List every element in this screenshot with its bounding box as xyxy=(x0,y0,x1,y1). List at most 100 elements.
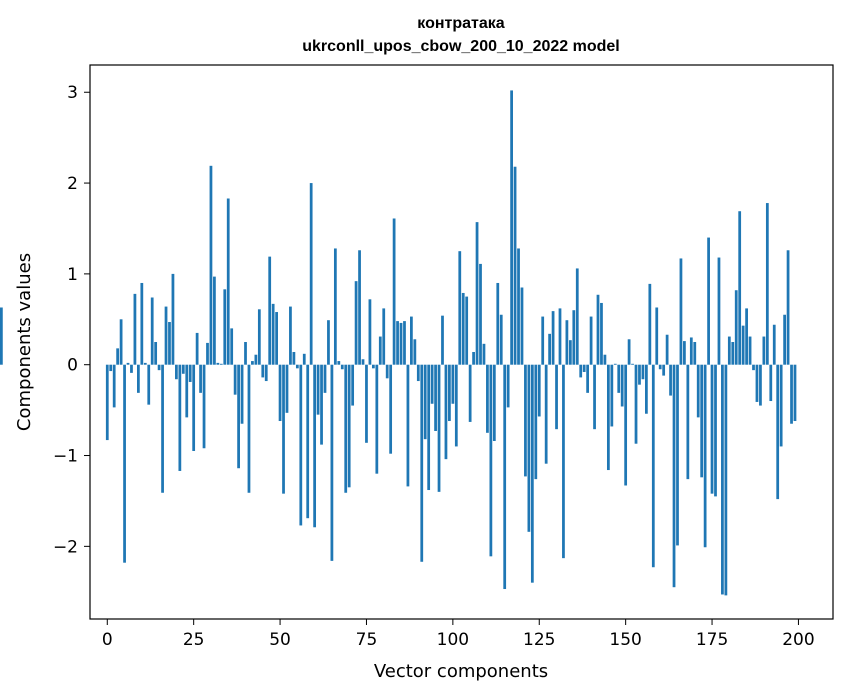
bar-component-80 xyxy=(382,308,386,365)
bar-component-27 xyxy=(199,364,202,393)
bar-component-181 xyxy=(731,342,735,365)
bar-component-66 xyxy=(333,248,337,365)
bar-component-87 xyxy=(406,364,410,487)
bar-component-105 xyxy=(468,364,472,422)
x-tick-label-175: 175 xyxy=(696,630,728,650)
bar-component-53 xyxy=(289,306,292,365)
bar-component-176 xyxy=(714,364,717,497)
bar-component-89 xyxy=(413,339,417,365)
bar-component-49 xyxy=(275,312,278,365)
bar-component-136 xyxy=(575,268,579,365)
bar-component-95 xyxy=(434,364,437,431)
bar-component-68 xyxy=(340,364,344,370)
bar-component-173 xyxy=(703,364,707,548)
bar-component-199 xyxy=(793,364,797,422)
bar-component-190 xyxy=(762,336,766,365)
bar-component-16 xyxy=(161,364,164,493)
y-tick-label-3: 3 xyxy=(67,83,78,103)
bar-component-187 xyxy=(752,364,755,371)
bar-component-102 xyxy=(458,251,462,365)
bar-component-54 xyxy=(292,351,296,365)
bar-component-197 xyxy=(786,250,790,365)
bar-component-84 xyxy=(396,321,399,365)
bar-component-79 xyxy=(378,336,382,365)
bar-component-110 xyxy=(486,364,489,433)
bar-component-35 xyxy=(226,198,230,365)
bar-component-162 xyxy=(665,334,669,365)
bar-component-111 xyxy=(489,364,493,557)
bar-component-6 xyxy=(126,362,130,365)
bar-component-140 xyxy=(589,316,593,365)
bar-component-73 xyxy=(358,250,361,365)
bar-component-149 xyxy=(620,364,624,407)
bar-component-157 xyxy=(648,283,652,365)
bar-component-159 xyxy=(655,307,659,365)
bar-component-128 xyxy=(548,333,551,365)
bar-component-97 xyxy=(441,315,444,365)
bar-component-83 xyxy=(392,218,396,365)
bar-component-48 xyxy=(271,303,275,365)
bar-component-81 xyxy=(385,364,389,379)
bars-layer xyxy=(0,90,797,596)
bar-component-142 xyxy=(596,294,600,365)
bar-component-65 xyxy=(330,364,334,561)
y-tick-label--1: −1 xyxy=(53,447,78,467)
bar-component-52 xyxy=(285,364,289,413)
bar-component-59 xyxy=(309,183,313,365)
bar-component-126 xyxy=(541,316,545,365)
bar-component-188 xyxy=(755,364,759,402)
bar-component-42 xyxy=(251,361,254,365)
bar-component-undefined xyxy=(0,307,3,365)
bar-component-175 xyxy=(710,364,714,494)
bar-component-40 xyxy=(244,342,247,365)
y-tick-label-2: 2 xyxy=(67,174,78,194)
bar-component-12 xyxy=(147,364,151,405)
bar-component-21 xyxy=(178,364,182,471)
bar-component-44 xyxy=(257,309,261,365)
bar-component-15 xyxy=(157,364,161,371)
bar-component-56 xyxy=(299,364,303,526)
bar-component-75 xyxy=(365,364,368,443)
bar-component-78 xyxy=(375,364,379,474)
bar-component-37 xyxy=(233,364,237,395)
bar-component-144 xyxy=(603,354,607,365)
bar-component-7 xyxy=(130,364,133,373)
bar-component-47 xyxy=(268,256,272,365)
bar-component-115 xyxy=(503,364,507,590)
x-tick-label-0: 0 xyxy=(102,630,113,650)
bar-component-64 xyxy=(327,320,330,365)
bar-component-10 xyxy=(140,282,144,365)
bar-component-30 xyxy=(209,165,213,365)
bar-component-131 xyxy=(558,308,562,365)
bar-component-109 xyxy=(482,343,486,365)
bar-component-112 xyxy=(492,364,496,441)
bar-component-196 xyxy=(783,314,786,365)
plot-frame xyxy=(89,64,834,620)
bar-component-172 xyxy=(700,364,704,478)
bar-component-51 xyxy=(282,364,285,494)
bar-component-170 xyxy=(693,342,697,365)
x-tick-label-100: 100 xyxy=(437,630,469,650)
bar-component-182 xyxy=(734,290,738,365)
bar-component-18 xyxy=(168,322,171,365)
bar-component-135 xyxy=(572,310,576,365)
bar-component-114 xyxy=(499,314,503,365)
y-tick-label-1: 1 xyxy=(67,265,78,285)
y-tick-label-0: 0 xyxy=(67,356,78,376)
x-tick-label-125: 125 xyxy=(523,630,555,650)
bar-component-19 xyxy=(171,273,175,365)
bar-component-36 xyxy=(230,328,234,365)
bar-component-150 xyxy=(624,364,628,486)
bar-component-85 xyxy=(399,322,403,365)
bar-component-104 xyxy=(465,296,469,365)
bar-component-191 xyxy=(765,203,769,365)
x-axis-label: Vector components xyxy=(374,661,548,682)
x-tick-label-200: 200 xyxy=(782,630,814,650)
bar-component-141 xyxy=(593,364,596,430)
bar-component-161 xyxy=(662,364,666,376)
bar-component-116 xyxy=(506,364,510,408)
bar-component-13 xyxy=(150,297,154,365)
bar-component-113 xyxy=(496,282,500,365)
bar-component-57 xyxy=(302,353,306,365)
